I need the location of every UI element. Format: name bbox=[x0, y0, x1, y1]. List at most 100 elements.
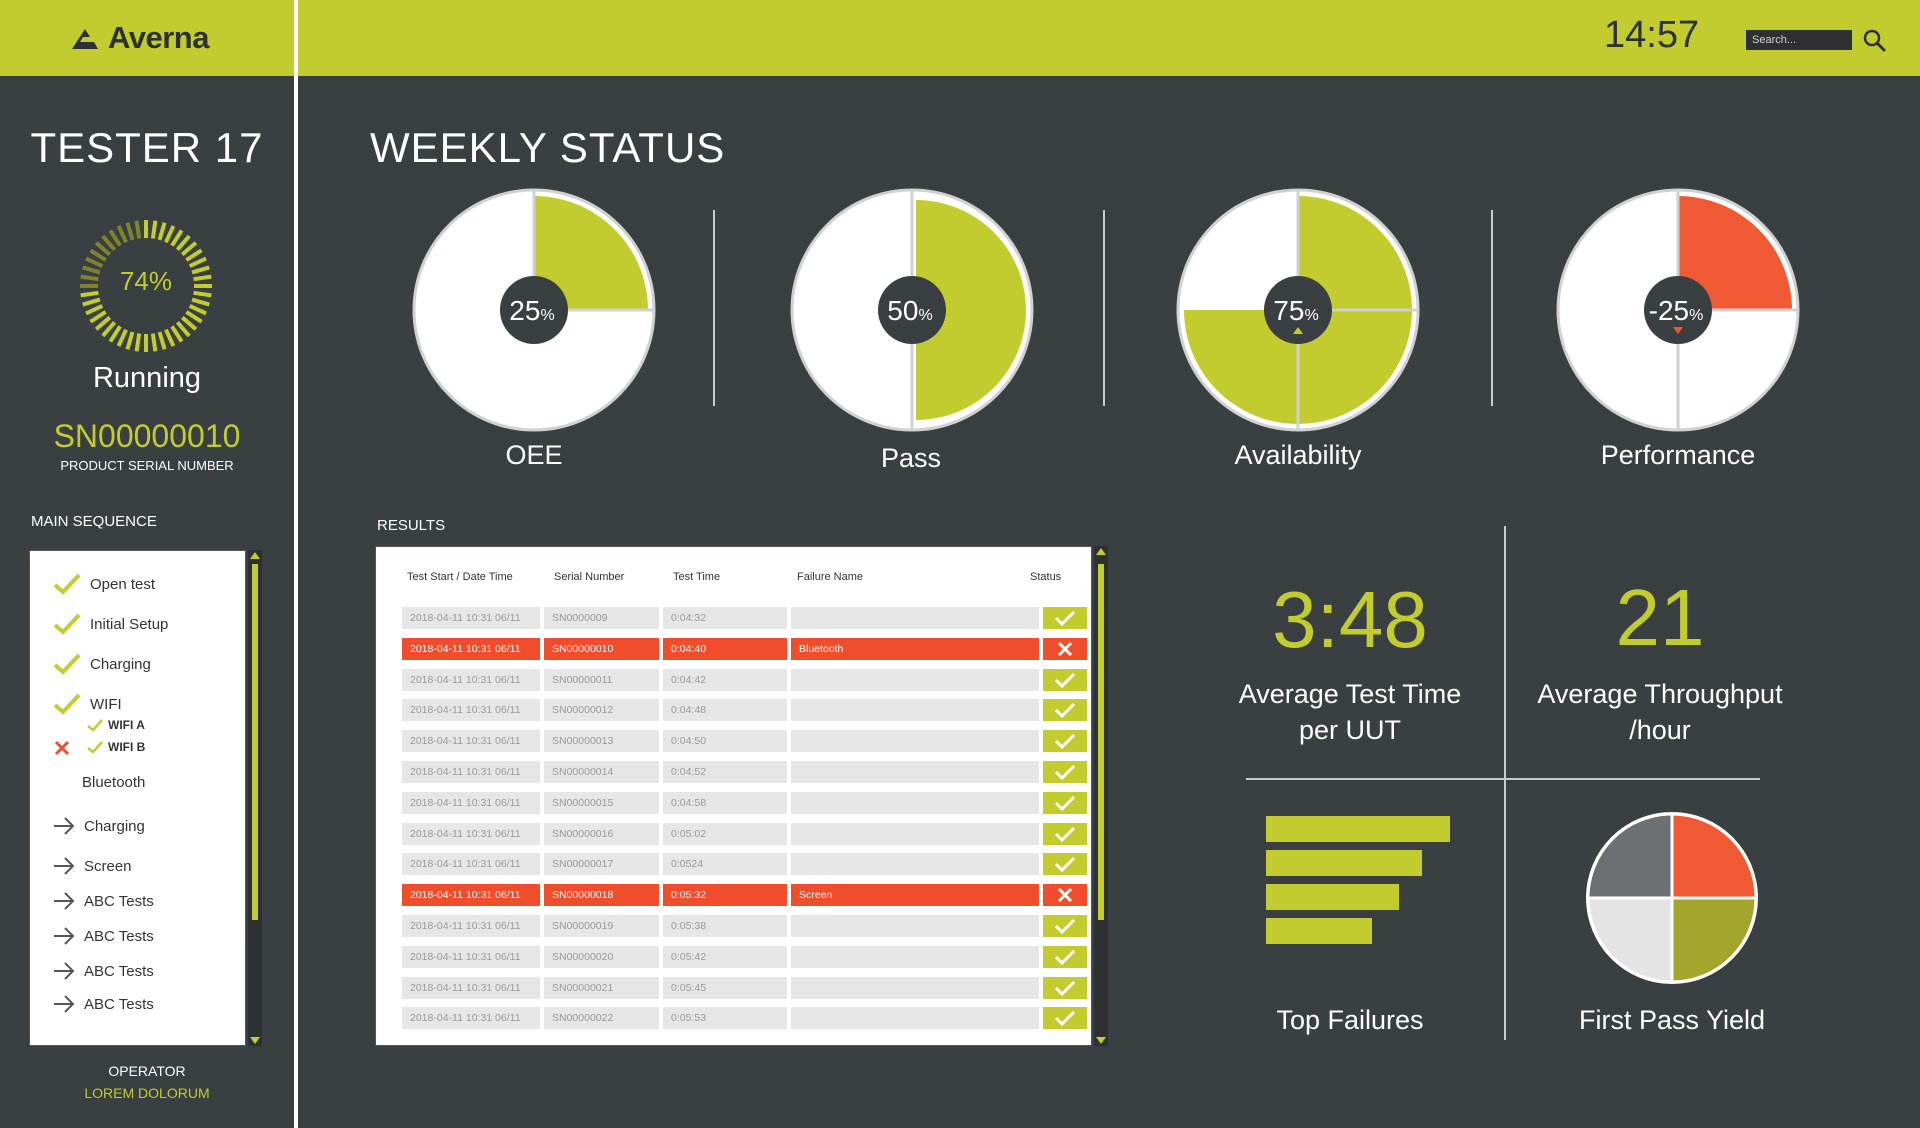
sequence-item[interactable]: ABC Tests bbox=[52, 891, 154, 911]
cell-serial-number: SN00000016 bbox=[544, 822, 659, 845]
check-icon bbox=[1054, 703, 1076, 719]
cell-failure-name bbox=[791, 607, 1039, 629]
cell-test-start: 2018-04-11 10:31 06/11 bbox=[402, 761, 540, 783]
table-row[interactable]: 2018-04-11 10:31 06/11 SN00000013 0:04:50 bbox=[402, 730, 1087, 753]
table-row[interactable]: 2018-04-11 10:31 06/11 SN0000009 0:04:32 bbox=[402, 607, 1087, 629]
dial-tick bbox=[116, 328, 128, 347]
cell-serial-number: SN00000017 bbox=[544, 853, 659, 876]
product-serial-number: SN00000010 bbox=[53, 418, 241, 454]
cell-failure-name: Screen bbox=[791, 884, 1039, 907]
sequence-item-label: Charging bbox=[84, 817, 145, 835]
column-header-failure-name[interactable]: Failure Name bbox=[797, 571, 864, 583]
table-row[interactable]: 2018-04-11 10:31 06/11 SN00000019 0:05:38 bbox=[402, 915, 1087, 937]
table-row[interactable]: 2018-04-11 10:31 06/11 SN00000021 0:05:45 bbox=[402, 976, 1087, 999]
sequence-item[interactable]: ABC Tests bbox=[52, 926, 154, 946]
pie-value-suffix: % bbox=[1304, 307, 1318, 324]
dial-tick bbox=[193, 274, 212, 282]
cell-test-time: 0:04:48 bbox=[663, 699, 787, 722]
table-row[interactable]: 2018-04-11 10:31 06/11 SN00000012 0:04:48 bbox=[402, 699, 1087, 722]
top-failures-bar bbox=[1266, 918, 1372, 944]
status-badge bbox=[1043, 668, 1087, 691]
scroll-thumb[interactable] bbox=[252, 564, 258, 920]
sequence-subitem[interactable]: WIFI B bbox=[86, 740, 145, 754]
status-badge bbox=[1043, 699, 1087, 722]
sequence-item[interactable]: Initial Setup bbox=[52, 612, 168, 636]
sequence-item[interactable]: WIFI bbox=[52, 692, 122, 716]
search-icon[interactable] bbox=[1862, 28, 1888, 54]
cell-serial-number: SN00000015 bbox=[544, 791, 659, 814]
column-header-status[interactable]: Status bbox=[1030, 571, 1062, 583]
table-row[interactable]: 2018-04-11 10:31 06/11 SN00000015 0:04:58 bbox=[402, 791, 1087, 814]
scroll-down-icon[interactable] bbox=[1096, 1037, 1106, 1044]
search-input[interactable]: Search... bbox=[1746, 30, 1852, 50]
table-row[interactable]: 2018-04-11 10:31 06/11 SN00000018 0:05:32 S… bbox=[402, 884, 1087, 907]
sequence-item[interactable]: Screen bbox=[52, 856, 132, 876]
dial-tick bbox=[175, 320, 191, 338]
dial-tick bbox=[185, 248, 203, 262]
cell-test-time: 0:05:32 bbox=[663, 884, 787, 907]
sequence-item[interactable]: Charging bbox=[52, 652, 151, 676]
sequence-item[interactable]: Open test bbox=[52, 572, 155, 596]
cell-failure-name bbox=[791, 668, 1039, 691]
table-row[interactable]: 2018-04-11 10:31 06/11 SN00000016 0:05:02 bbox=[402, 822, 1087, 845]
dial-tick bbox=[101, 234, 117, 252]
sequence-item[interactable]: Bluetooth bbox=[82, 774, 145, 791]
cell-test-time: 0:05:02 bbox=[663, 822, 787, 845]
dial-tick bbox=[150, 333, 158, 352]
dial-tick bbox=[134, 220, 142, 239]
table-row[interactable]: 2018-04-11 10:31 06/11 SN00000017 0:0524 bbox=[402, 853, 1087, 876]
sidebar-divider bbox=[294, 76, 298, 1128]
first-pass-yield-label: First Pass Yield bbox=[1578, 1005, 1766, 1035]
table-row[interactable]: 2018-04-11 10:31 06/11 SN00000014 0:04:52 bbox=[402, 761, 1087, 783]
sequence-scrollbar[interactable] bbox=[248, 550, 262, 1046]
dial-tick bbox=[191, 297, 210, 307]
table-row[interactable]: 2018-04-11 10:31 06/11 SN00000011 0:04:42 bbox=[402, 668, 1087, 691]
status-badge bbox=[1043, 822, 1087, 845]
dial-tick bbox=[85, 256, 104, 268]
scroll-thumb[interactable] bbox=[1098, 564, 1104, 920]
dial-tick bbox=[94, 241, 112, 257]
cell-serial-number: SN00000022 bbox=[544, 1007, 659, 1030]
status-badge bbox=[1043, 761, 1087, 783]
fpy-quadrant bbox=[1670, 896, 1758, 984]
sequence-item-label: Screen bbox=[84, 857, 132, 875]
metrics-divider-vertical bbox=[1504, 526, 1506, 1040]
scroll-down-icon[interactable] bbox=[250, 1037, 260, 1044]
status-badge bbox=[1043, 607, 1087, 629]
scroll-up-icon[interactable] bbox=[250, 552, 260, 559]
table-row[interactable]: 2018-04-11 10:31 06/11 SN00000022 0:05:53 bbox=[402, 1007, 1087, 1030]
cell-failure-name bbox=[791, 730, 1039, 753]
brand-logo: Averna bbox=[70, 20, 209, 56]
cell-test-time: 0:0524 bbox=[663, 853, 787, 876]
column-header-test-start[interactable]: Test Start / Date Time bbox=[407, 571, 513, 583]
cell-serial-number: SN00000010 bbox=[544, 637, 659, 660]
trend-up-icon bbox=[1293, 327, 1303, 334]
table-row[interactable]: 2018-04-11 10:31 06/11 SN00000010 0:04:40 B… bbox=[402, 637, 1087, 660]
check-icon bbox=[53, 653, 81, 675]
cell-test-start: 2018-04-11 10:31 06/11 bbox=[402, 884, 540, 907]
table-row[interactable]: 2018-04-11 10:31 06/11 SN00000020 0:05:42 bbox=[402, 945, 1087, 968]
metrics-divider-horizontal bbox=[1246, 778, 1760, 780]
dial-tick bbox=[188, 256, 207, 268]
check-icon bbox=[1054, 610, 1076, 626]
cell-test-start: 2018-04-11 10:31 06/11 bbox=[402, 607, 540, 629]
cell-test-time: 0:05:42 bbox=[663, 945, 787, 968]
column-header-serial-number[interactable]: Serial Number bbox=[554, 571, 625, 583]
arrow-right-icon bbox=[54, 817, 75, 835]
sequence-item[interactable]: ABC Tests bbox=[52, 994, 154, 1014]
check-icon bbox=[1054, 980, 1076, 996]
scroll-up-icon[interactable] bbox=[1096, 548, 1106, 555]
check-icon bbox=[53, 693, 81, 715]
column-header-test-time[interactable]: Test Time bbox=[673, 571, 721, 583]
results-scrollbar[interactable] bbox=[1094, 546, 1108, 1046]
kpi-divider bbox=[1103, 210, 1105, 406]
dial-tick bbox=[80, 274, 99, 282]
tester-title: TESTER 17 bbox=[30, 124, 264, 171]
sequence-item[interactable]: ABC Tests bbox=[52, 961, 154, 981]
sequence-subitem[interactable]: WIFI A bbox=[86, 718, 145, 732]
sequence-item[interactable]: Charging bbox=[52, 816, 145, 836]
top-failures-bar bbox=[1266, 884, 1400, 910]
clock: 14:57 bbox=[1604, 14, 1700, 56]
status-badge bbox=[1043, 730, 1087, 753]
pie-slice bbox=[534, 196, 648, 310]
